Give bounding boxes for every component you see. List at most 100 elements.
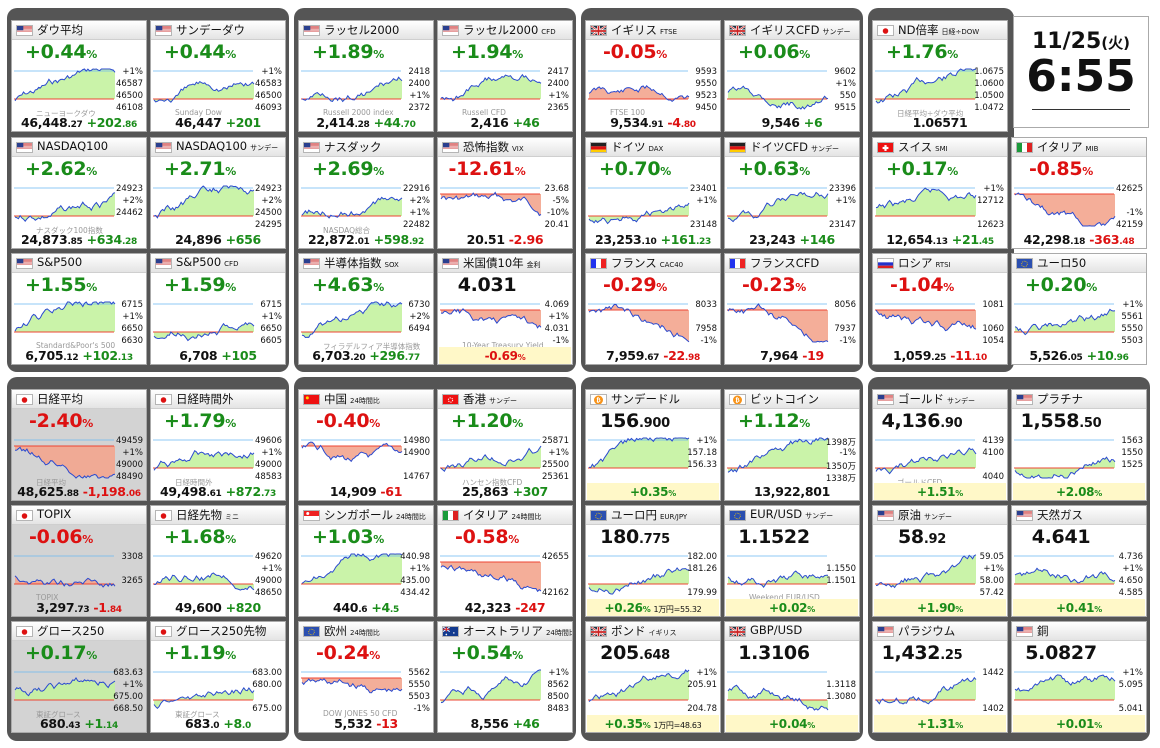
tile-6[interactable]: ND倍率 日経÷DOW +1.76% 1.0675 1.0600 1.0500 1.0472… (872, 20, 1008, 132)
tile-header (438, 138, 572, 157)
tile-20[interactable]: フランスCFD -0.23% 8056 7937 -1% 7,964 -19 (724, 253, 860, 365)
tile-43[interactable]: ポンド イギリス 205.648 +1% 205.91 204.78 +0.35% 1万円=4… (585, 621, 721, 733)
flag-jp-icon (155, 626, 172, 637)
tile-header (873, 390, 1007, 409)
change-percent: +0.17% (885, 158, 959, 180)
tile-38[interactable]: 天然ガス 4.641 4.736 +1% 4.650 4.585 +0.41% (1011, 505, 1147, 617)
tile-39[interactable]: グロース250 +0.17% 683.63 +1% 675.00 668.50 東証グロース… (11, 621, 147, 733)
market-name: GBP/USD (750, 623, 803, 637)
axis-label: 2400 (408, 79, 430, 89)
market-name: サンデーダウ (176, 23, 245, 37)
change-percent: +0.01% (1056, 717, 1102, 731)
tile-12[interactable]: ドイツCFD サンデー +0.63% 23396 +1% 23147 23,243 +146 (724, 137, 860, 249)
tile-37[interactable]: 原油 サンデー 58.92 59.05 +1% 58.00 57.42 +1.90% (872, 505, 1008, 617)
price-chart (440, 182, 572, 232)
change-percent: +1.90% (917, 601, 963, 615)
tile-4[interactable]: イギリス FTSE -0.05% 9593 9550 9523 9450 FTSE 100 9,… (585, 20, 721, 132)
axis-label: 1.1550 (826, 564, 856, 574)
price-diff: +161.23 (660, 232, 712, 247)
tile-5[interactable]: イギリスCFD サンデー +0.06% 9602 +1% 550 9515 9,546 +6 (724, 20, 860, 132)
tile-0[interactable]: ダウ平均 +0.44% +1% 46587 46500 46108 ニューヨークダウ 46,4… (11, 20, 147, 132)
change-percent: +0.06% (737, 41, 811, 63)
tile-1[interactable]: サンデーダウ +0.44% +1% 46583 46500 46093 Sunday Dow… (150, 20, 286, 132)
tile-24[interactable]: 日経時間外 +1.79% 49606 +1% 49000 48583 日経時間外 49,498… (150, 389, 286, 501)
market-name: ユーロ50 (1037, 256, 1087, 270)
tile-42[interactable]: オーストラリア 24時間比 +0.54% +1% 8562 8500 8483 8,556 +… (437, 621, 573, 733)
axis-label: 1338万 (825, 474, 856, 484)
tile-13[interactable]: スイス SMI +0.17% +1% 12712 12623 12,654.13 +21.4… (872, 137, 1008, 249)
price-chart (588, 550, 720, 600)
tile-7[interactable]: NASDAQ100 +2.62% 24923 +2% 24462 ナスダック100指数 24… (11, 137, 147, 249)
price-diff: +656 (225, 232, 262, 247)
tile-23[interactable]: 日経平均 -2.40% 49459 +1% 49000 48490 日経平均 48,625.8… (11, 389, 147, 501)
price-footer: 7,964 -19 (760, 348, 824, 363)
tile-26[interactable]: 香港 サンデー +1.20% 25871 +1% 25500 25361 ハンセン指数CFD 2… (437, 389, 573, 501)
tile-14[interactable]: イタリア MIB -0.85% 42625 -1% 42159 42,298.18 -363… (1011, 137, 1147, 249)
tile-11[interactable]: ドイツ DAX +0.70% 23401 +1% 23148 23,253.10 +161.… (585, 137, 721, 249)
axis-label: 156.33 (687, 460, 717, 470)
tile-header (151, 254, 285, 273)
change-percent: +1.12% (737, 410, 811, 432)
tile-34[interactable]: イタリア 24時間比 -0.58% 42655 42162 42,323 -247 (437, 505, 573, 617)
tile-25[interactable]: 中国 24時間比 -0.40% 14980 14900 14767 14,909 -61 (298, 389, 434, 501)
chart-watermark: ハンセン指数CFD (462, 478, 523, 487)
tile-36[interactable]: EUR/USD サンデー 1.1522 1.1550 1.1501 Weekend EUR… (724, 505, 860, 617)
flag-us-icon (303, 142, 320, 153)
tile-27[interactable]: ₿ サンデードル 156.900 +1% 157.18 156.33 +0.35% (585, 389, 721, 501)
axis-label: -1% (413, 704, 430, 714)
tile-45[interactable]: パラジウム 1,432.25 1442 1402 +1.31% (872, 621, 1008, 733)
price-chart (440, 550, 572, 600)
price-footer: 9,546 +6 (761, 115, 823, 130)
tile-32[interactable]: 日経先物 ミニ +1.68% 49620 +1% 49000 48650 49,600 +82… (150, 505, 286, 617)
clock-divider (1032, 109, 1130, 110)
market-name: 恐怖指数 VIX (463, 140, 524, 154)
tile-15[interactable]: S&P500 +1.55% 6715 +1% 6650 6630 Standard&Poor… (11, 253, 147, 365)
axis-label: 1.0472 (974, 103, 1004, 113)
tile-22[interactable]: ユーロ50 +0.20% +1% 5561 5550 5503 5,526.05 +10.9… (1011, 253, 1147, 365)
tile-19[interactable]: フランス CAC40 -0.29% 8033 7958 -1% 7,959.67 -22.9… (585, 253, 721, 365)
tile-35[interactable]: ユーロ円 EUR/JPY 180.775 182.00 181.26 179.99 +0.2… (585, 505, 721, 617)
tile-30[interactable]: プラチナ 1,558.50 1563 1550 1525 +2.08% (1011, 389, 1147, 501)
tile-2[interactable]: ラッセル2000 +1.89% 2418 2400 +1% 2372 Russell 200… (298, 20, 434, 132)
tile-41[interactable]: 欧州 24時間比 -0.24% 5562 5550 5503 -1% DOW JONES 50… (298, 621, 434, 733)
axis-label: -5% (552, 196, 569, 206)
tile-33[interactable]: シンガポール 24時間比 +1.03% 440.98 +1% 435.00 434.42 44… (298, 505, 434, 617)
chart-watermark: Standard&Poor's 500 (36, 341, 116, 350)
axis-label: 9523 (695, 91, 717, 101)
tile-44[interactable]: GBP/USD 1.3106 1.3118 1.3080 +0.04% (724, 621, 860, 733)
axis-label: 23148 (689, 220, 717, 230)
flag-us-icon (877, 394, 894, 405)
price-diff: -2.96 (508, 232, 544, 247)
tile-8[interactable]: NASDAQ100 サンデー +2.71% 24923 +2% 24500 24295 24,… (150, 137, 286, 249)
change-percent: +0.35% (630, 485, 676, 499)
market-name: 中国 24時間比 (324, 392, 380, 406)
chart-watermark: 日経時間外 (175, 478, 213, 487)
tile-18[interactable]: 米国債10年 金利 4.031 4.069 +1% 4.031 -1% 10-Year Tre… (437, 253, 573, 365)
footer-highlight (726, 715, 858, 732)
tile-31[interactable]: TOPIX -0.06% 3308 3265 TOPIX 3,297.73 -1.84 (11, 505, 147, 617)
tile-header (151, 21, 285, 40)
axis-label: 46587 (115, 79, 143, 89)
tile-46[interactable]: 銅 5.0827 +1% 5.095 5.041 +0.01% (1011, 621, 1147, 733)
tile-28[interactable]: ₿ ビットコイン +1.12% 1398万 -1% 1350万 1338万 13,922,80… (724, 389, 860, 501)
tile-3[interactable]: ラッセル2000 CFD +1.94% 2417 2400 +1% 2365 Russell … (437, 20, 573, 132)
price-diff: +46 (512, 115, 540, 130)
chart-watermark: Russell CFD (462, 108, 506, 117)
change-percent: +1.59% (163, 274, 237, 296)
tile-9[interactable]: ナスダック +2.69% 22916 +2% +1% 22482 NASDAQ総合 22,87… (298, 137, 434, 249)
tile-16[interactable]: S&P500 CFD +1.59% 6715 +1% 6650 6605 6,708 +105 (150, 253, 286, 365)
flag-us-icon (16, 258, 33, 269)
price-footer: 7,959.67 -22.98 (606, 348, 700, 363)
axis-label: 4.650 (1118, 576, 1143, 586)
price-display: 5.0827 (1025, 642, 1097, 664)
tile-10[interactable]: 恐怖指数 VIX -12.61% 23.68 -5% -10% 20.41 20.51 -2.… (437, 137, 573, 249)
axis-label: 683.00 (252, 668, 282, 678)
tile-17[interactable]: 半導体指数 SOX +4.63% 6730 +2% 6494 フィラデルフィア半導体指数 6,… (298, 253, 434, 365)
tile-21[interactable]: ロシア RTSI -1.04% 1081 1060 1054 1,059.25 -11.10 (872, 253, 1008, 365)
flag-fr-icon (729, 258, 746, 269)
tile-40[interactable]: グロース250先物 +1.19% 683.00 680.00 675.00 東証グロース 6… (150, 621, 286, 733)
axis-label: 1.1501 (826, 576, 856, 586)
price-footer: 42,298.18 -363.48 (1023, 232, 1135, 247)
axis-label: 1.3118 (826, 680, 856, 690)
